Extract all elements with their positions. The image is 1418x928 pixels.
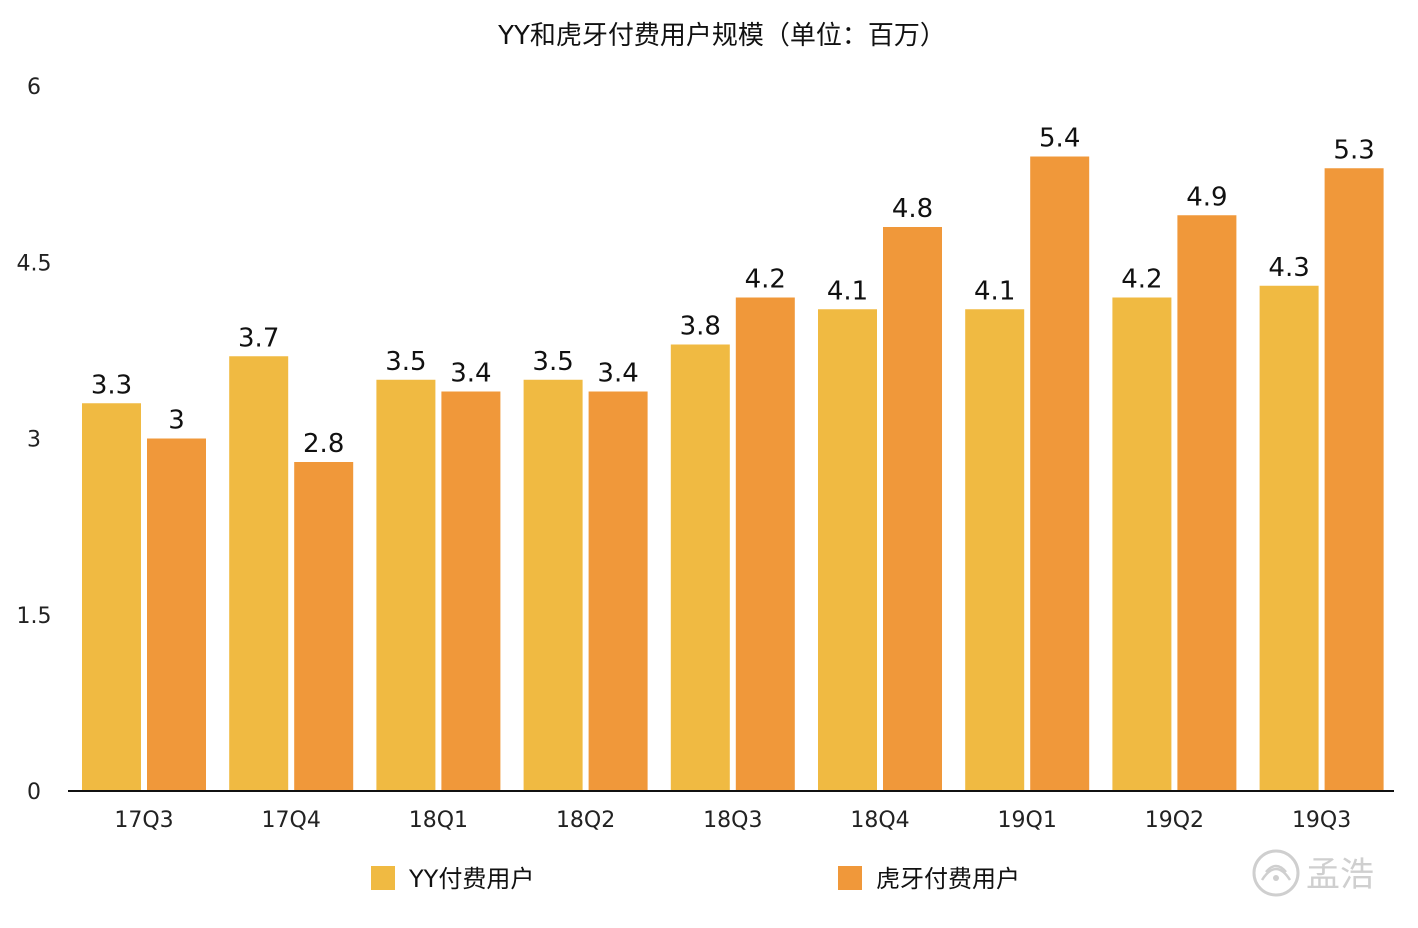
x-axis: 17Q3 17Q4 18Q1 18Q2 18Q3 18Q4 19Q1 19Q2 19Q3 [114, 808, 1351, 833]
data-label: 5.4 [1039, 124, 1080, 154]
x-tick-label: 18Q2 [556, 808, 615, 833]
y-tick-label: 0 [27, 780, 41, 805]
data-label: 4.1 [827, 276, 868, 306]
x-tick-label: 19Q2 [1145, 808, 1204, 833]
bar-huya-19Q2 [1177, 215, 1237, 791]
data-labels: 3.3 3 3.7 2.8 3.5 3.4 3.5 3.4 3.8 4.2 4.1 4.8 4.1 5.4… [91, 124, 1375, 460]
data-label: 4.8 [892, 194, 933, 224]
data-label: 3.8 [680, 312, 721, 342]
bar-huya-18Q1 [441, 391, 501, 791]
legend-swatch [838, 866, 862, 890]
legend-swatch [371, 866, 395, 890]
chart-title: YY和虎牙付费用户规模（单位：百万） [497, 21, 946, 51]
bar-huya-18Q3 [735, 297, 795, 791]
bar-yy-18Q2 [523, 379, 583, 791]
y-tick-label: 4.5 [17, 251, 52, 276]
data-label: 4.2 [745, 265, 786, 295]
bar-huya-19Q3 [1324, 168, 1384, 791]
y-tick-label: 1.5 [17, 604, 52, 629]
data-label: 4.3 [1268, 253, 1309, 283]
legend-label: 虎牙付费用户 [876, 865, 1020, 893]
legend: YY付费用户 虎牙付费用户 [371, 865, 1020, 893]
bar-yy-18Q4 [818, 309, 877, 791]
bar-huya-17Q3 [147, 438, 206, 791]
data-label: 3.4 [450, 359, 491, 389]
bar-huya-18Q4 [883, 227, 942, 791]
bar-yy-19Q3 [1259, 285, 1319, 791]
data-label: 3.3 [91, 370, 132, 400]
data-label: 3.4 [597, 359, 638, 389]
bar-huya-17Q4 [294, 462, 354, 791]
bars [82, 156, 1384, 791]
x-tick-label: 19Q1 [998, 808, 1057, 833]
watermark: 孟浩 [1252, 849, 1374, 897]
data-label: 4.1 [974, 276, 1015, 306]
y-axis: 0 1.5 3 4.5 6 [17, 75, 52, 805]
bar-yy-18Q1 [376, 379, 436, 791]
bar-huya-19Q1 [1030, 156, 1090, 791]
y-tick-label: 3 [27, 428, 41, 453]
y-tick-label: 6 [27, 75, 41, 100]
x-tick-label: 19Q3 [1292, 808, 1351, 833]
data-label: 3.5 [385, 347, 426, 377]
x-tick-label: 18Q3 [703, 808, 762, 833]
bar-yy-18Q3 [670, 344, 730, 791]
x-tick-label: 17Q4 [262, 808, 321, 833]
bar-yy-17Q4 [229, 356, 289, 791]
watermark-text: 孟浩 [1306, 855, 1374, 895]
data-label: 2.8 [303, 429, 344, 459]
data-label: 5.3 [1333, 135, 1374, 165]
x-tick-label: 17Q3 [114, 808, 173, 833]
x-tick-label: 18Q4 [850, 808, 909, 833]
data-label: 4.2 [1121, 265, 1162, 295]
data-label: 4.9 [1186, 182, 1227, 212]
data-label: 3 [168, 406, 185, 436]
legend-label: YY付费用户 [408, 865, 534, 893]
data-label: 3.5 [532, 347, 573, 377]
bar-yy-19Q2 [1112, 297, 1172, 791]
bar-yy-17Q3 [82, 403, 141, 791]
bar-huya-18Q2 [588, 391, 648, 791]
bar-yy-19Q1 [965, 309, 1025, 791]
fingerprint-seal-icon [1252, 849, 1300, 897]
x-tick-label: 18Q1 [409, 808, 468, 833]
data-label: 3.7 [238, 323, 279, 353]
